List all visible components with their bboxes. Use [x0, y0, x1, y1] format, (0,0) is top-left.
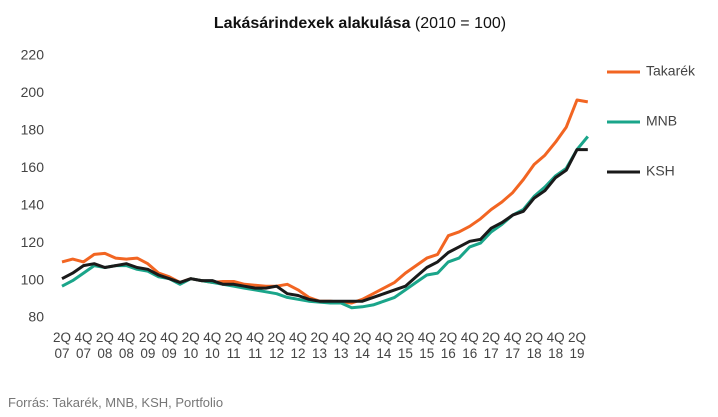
y-tick-label: 160: [21, 159, 45, 175]
x-tick-label: 4Q 09: [160, 330, 179, 361]
y-tick-label: 180: [21, 122, 45, 138]
x-tick-label: 2Q 08: [95, 330, 114, 361]
x-tick-label: 4Q 12: [289, 330, 308, 361]
x-tick-label: 4Q 13: [331, 330, 350, 361]
x-tick-label: 4Q 08: [117, 330, 136, 361]
legend-label: MNB: [646, 113, 677, 129]
y-tick-label: 120: [21, 234, 45, 250]
x-tick-label: 2Q 10: [181, 330, 200, 361]
x-tick-label: 4Q 15: [417, 330, 436, 361]
x-tick-label: 2Q 07: [52, 330, 71, 361]
source: Forrás: Takarék, MNB, KSH, Portfolio: [8, 395, 224, 410]
x-tick-label: 2Q 14: [353, 330, 372, 361]
x-tick-label: 2Q 18: [525, 330, 544, 361]
x-tick-label: 2Q 13: [310, 330, 329, 361]
chart-subtitle: (2010 = 100): [415, 15, 506, 32]
series-line: [61, 135, 589, 310]
x-tick-label: 4Q 10: [203, 330, 222, 361]
x-tick-label: 4Q 16: [460, 330, 479, 361]
x-tick-label: 2Q 16: [439, 330, 458, 361]
title-group: Lakásárindexek alakulása (2010 = 100): [214, 15, 506, 32]
x-tick-label: 4Q 18: [546, 330, 565, 361]
x-tick-label: 2Q 11: [224, 330, 243, 361]
legend-label: Takarék: [646, 63, 696, 79]
x-tick-label: 4Q 17: [503, 330, 522, 361]
x-tick-label: 2Q 12: [267, 330, 286, 361]
x-tick-label: 2Q 09: [138, 330, 157, 361]
x-tick-label: 4Q 14: [374, 330, 393, 361]
series-line: [61, 148, 588, 303]
legend-label: KSH: [646, 163, 675, 179]
series-line: [61, 98, 589, 305]
y-tick-label: 100: [21, 271, 45, 287]
y-tick-label: 200: [21, 84, 45, 100]
x-tick-label: 2Q 19: [568, 330, 587, 361]
y-tick-label: 220: [21, 47, 45, 63]
chart-title: Lakásárindexek alakulása: [214, 15, 411, 32]
y-tick-label: 80: [28, 309, 44, 325]
x-tick-label: 2Q 15: [396, 330, 415, 361]
x-tick-label: 4Q 07: [74, 330, 93, 361]
x-tick-label: 2Q 17: [482, 330, 501, 361]
y-tick-label: 140: [21, 196, 45, 212]
x-tick-label: 4Q 11: [246, 330, 265, 361]
